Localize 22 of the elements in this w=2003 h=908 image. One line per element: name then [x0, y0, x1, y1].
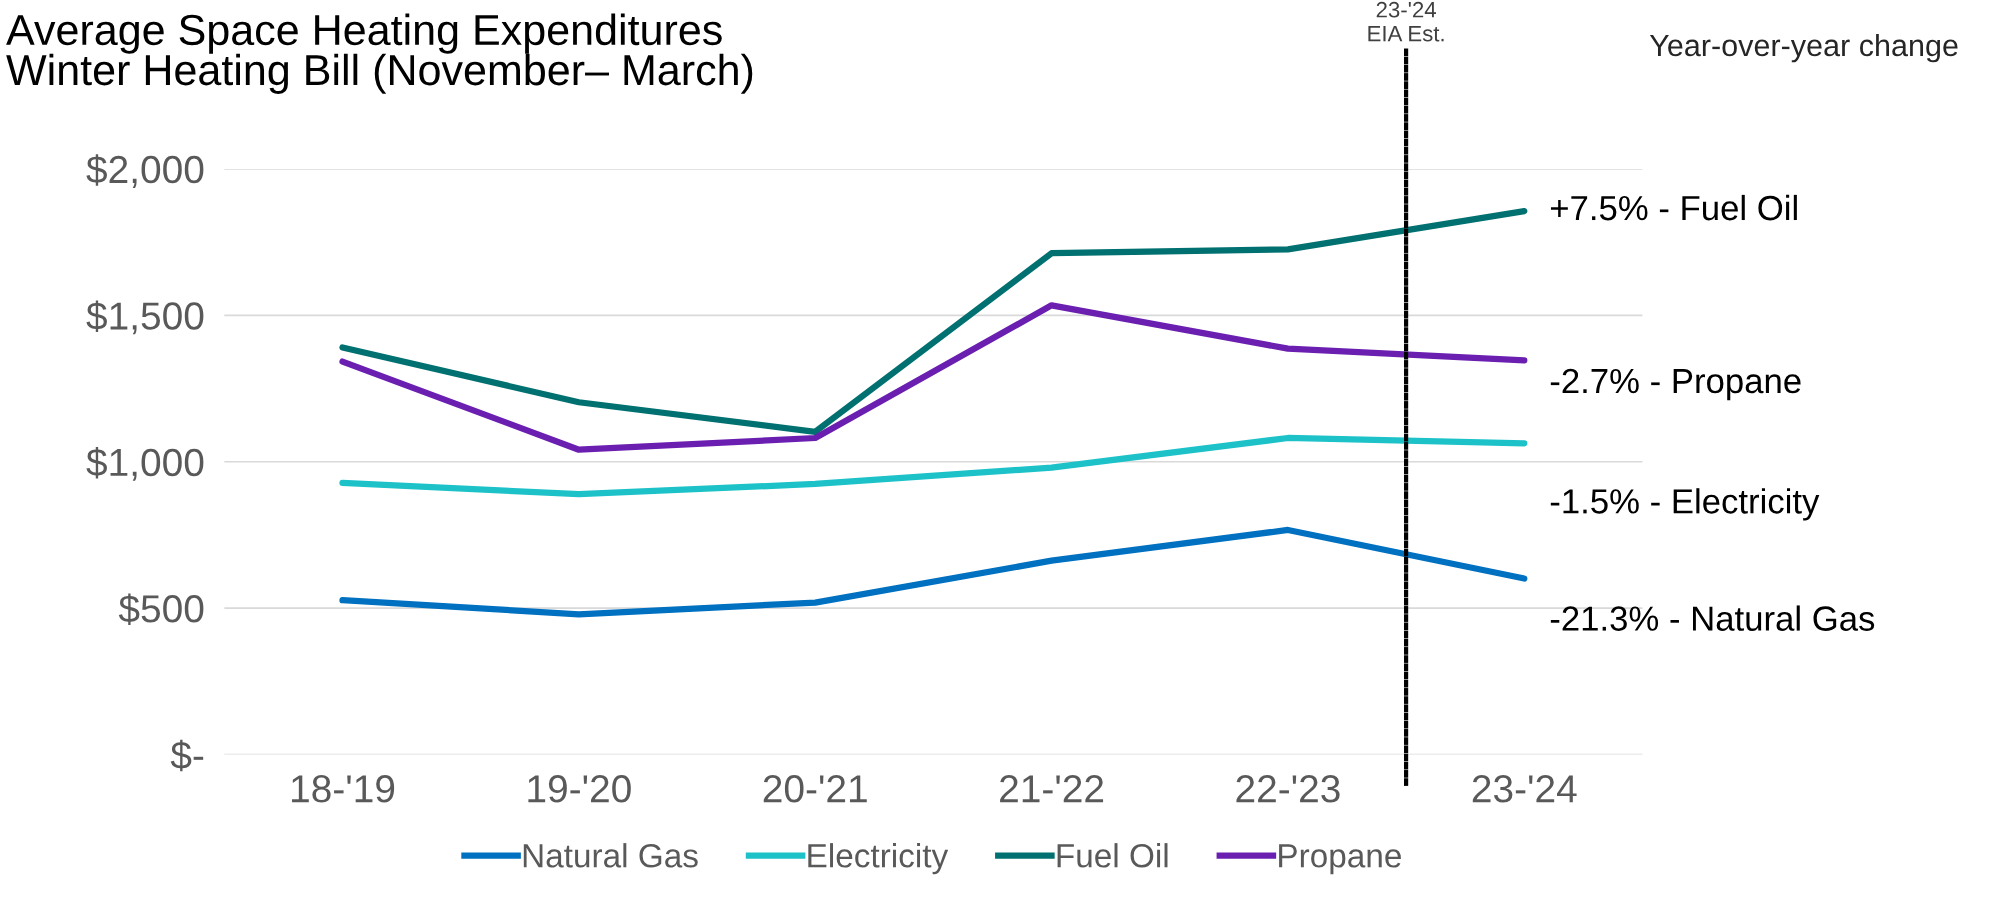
- annotation: -21.3% - Natural Gas: [1550, 605, 1875, 631]
- y-tick-label: $500: [118, 593, 204, 625]
- annotation: -1.5% - Electricity: [1550, 488, 1820, 521]
- legend-label: Fuel Oil: [1057, 843, 1168, 868]
- x-tick-label: 22-'23: [1236, 775, 1340, 803]
- x-tick-label: 19-'20: [528, 775, 631, 803]
- text: Year-over-year change: [1649, 33, 1958, 63]
- annotation: -2.7% - Propane: [1550, 368, 1801, 401]
- y-tick-label: $2,000: [86, 154, 204, 188]
- x-tick-label: 20-'21: [763, 775, 867, 803]
- y-tick-label: $-: [170, 739, 204, 772]
- annotation: +7.5% - Fuel Oil: [1550, 194, 1797, 221]
- x-tick-label: 21-'22: [1000, 775, 1104, 803]
- legend-label: Propane: [1279, 844, 1401, 875]
- x-tick-label: 23-'24: [1472, 775, 1577, 803]
- chart-title: Average Space Heating Expenditures Winter Heating Bill (November– March): [6, 13, 753, 94]
- y-tick-label: $1,500: [86, 300, 204, 335]
- y-tick-label: $1,000: [86, 447, 204, 481]
- legend-label: Natural Gas: [523, 843, 698, 868]
- text: 23-'24 EIA Est.: [1368, 1, 1444, 42]
- legend-label: Electricity: [808, 843, 949, 875]
- x-tick-label: 18-'19: [292, 775, 395, 803]
